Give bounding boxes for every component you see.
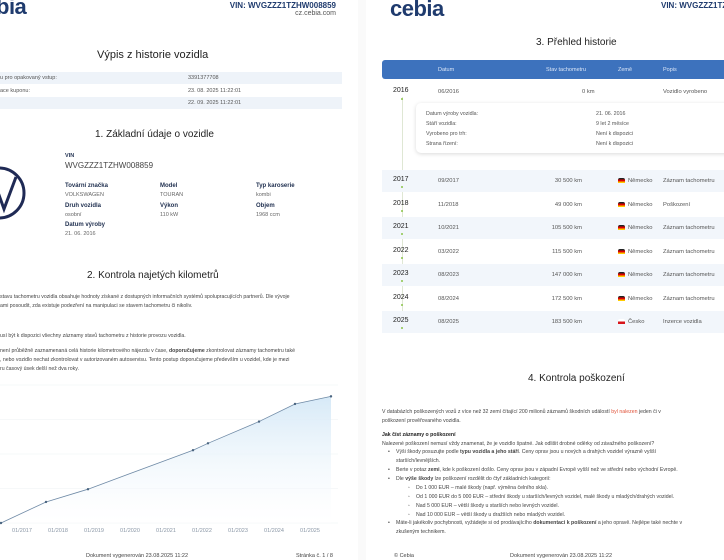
vehicle-details-card: Datum výroby vozidla: 21. 06. 2016 Stáří … [416, 103, 724, 153]
x-tick-label: 01/2023 [228, 528, 248, 534]
x-tick-label: 01/2024 [264, 528, 284, 534]
history-row: 2017 09/2017 30 500 km Německo Záznam tac… [382, 170, 724, 192]
cebia-logo: cebia [390, 0, 444, 21]
history-row: 2024 08/2024 172 500 km Německo Záznam ta… [393, 293, 715, 302]
flag-de-icon [618, 178, 625, 183]
data-point [0, 521, 3, 525]
vin-value: WVGZZZ1TZHW008859 [65, 161, 154, 170]
section-3-title: 3. Přehled historie [536, 37, 617, 48]
flag-de-icon [618, 295, 625, 301]
history-row: 2021 10/2021 105 500 km Německo Záznam ta… [382, 217, 724, 239]
timeline-dot [401, 256, 403, 259]
info-row: u pro opakovaný vstup: 3391377708 [0, 72, 342, 84]
flag-de-icon [618, 248, 625, 254]
flag-de-icon [618, 201, 625, 207]
chart-line [0, 395, 332, 524]
x-tick-label: 01/2022 [192, 528, 212, 534]
odometer-chart: 01/2017 01/2018 01/2019 01/2020 01/2021 01/20… [0, 384, 338, 534]
data-point [257, 420, 261, 423]
footer-page-number: Stránka č. 1 / 8 [296, 553, 333, 559]
data-point [206, 442, 210, 445]
data-point [293, 402, 297, 406]
cebia-logo: bia [0, 0, 27, 19]
timeline-dot [401, 303, 403, 306]
history-row: 2023 08/2023 147 000 km Německo Záznam ta… [382, 264, 724, 286]
section-2-title: 2. Kontrola najetých kilometrů [87, 270, 219, 281]
vin-header: VIN: WVGZZZ1TZHW008859 [229, 1, 336, 10]
report-page-2: cebia VIN: WVGZZZ1TZH 3. Přehled histori… [366, 0, 724, 560]
timeline-dot [401, 233, 403, 235]
data-point [44, 500, 48, 504]
history-row: 2016 06/2016 0 km Vozidlo vyrobeno [393, 87, 708, 95]
timeline-dot [401, 280, 403, 282]
page-separator [358, 0, 366, 560]
timeline-dot [401, 209, 403, 212]
vin-header: VIN: WVGZZZ1TZH [661, 1, 724, 10]
data-point [191, 449, 195, 452]
info-row: 22. 09. 2025 11:22:01 [0, 97, 342, 109]
page-title: Výpis z historie vozidla [97, 49, 209, 61]
volkswagen-logo-icon [0, 166, 26, 220]
footer-generated: Dokument vygenerován 23.08.2025 11:22 [510, 553, 613, 559]
timeline-dot [401, 98, 403, 100]
data-point [86, 487, 90, 491]
x-tick-label: 01/2019 [84, 528, 104, 534]
timeline-dot [401, 327, 403, 329]
flag-de-icon [618, 272, 625, 277]
section-4-title: 4. Kontrola poškození [528, 373, 625, 384]
x-tick-label: 01/2025 [300, 528, 320, 534]
chart-area [1, 396, 331, 523]
site-url: cz.cebia.com [295, 10, 336, 17]
history-row: 2018 11/2018 49 000 km Německo Poškození [393, 199, 691, 208]
history-table-header: Datum Stav tachometru Země Popis [382, 60, 724, 79]
history-row: 2025 08/2025 183 500 km Česko Inzerce voz… [382, 311, 724, 333]
report-page-1: bia VIN: WVGZZZ1TZHW008859 cz.cebia.com … [0, 0, 358, 560]
flag-cz-icon [618, 319, 625, 324]
x-tick-label: 01/2017 [12, 528, 32, 534]
x-tick-label: 01/2020 [120, 528, 140, 534]
timeline-dot [401, 186, 403, 188]
footer-generated: Dokument vygenerován 23.08.2025 11:22 [86, 553, 189, 559]
timeline-line [402, 97, 403, 333]
x-tick-label: 01/2018 [48, 528, 68, 534]
history-row: 2022 03/2022 115 500 km Německo Záznam ta… [393, 246, 715, 255]
x-tick-label: 01/2021 [156, 528, 176, 534]
flag-de-icon [618, 225, 625, 230]
info-row: ace kuponu: 23. 08. 2025 11:22:01 [0, 88, 242, 94]
footer-copyright: © Cebia [394, 553, 414, 559]
data-point [329, 395, 333, 398]
section-1-title: 1. Základní údaje o vozidle [95, 129, 214, 140]
